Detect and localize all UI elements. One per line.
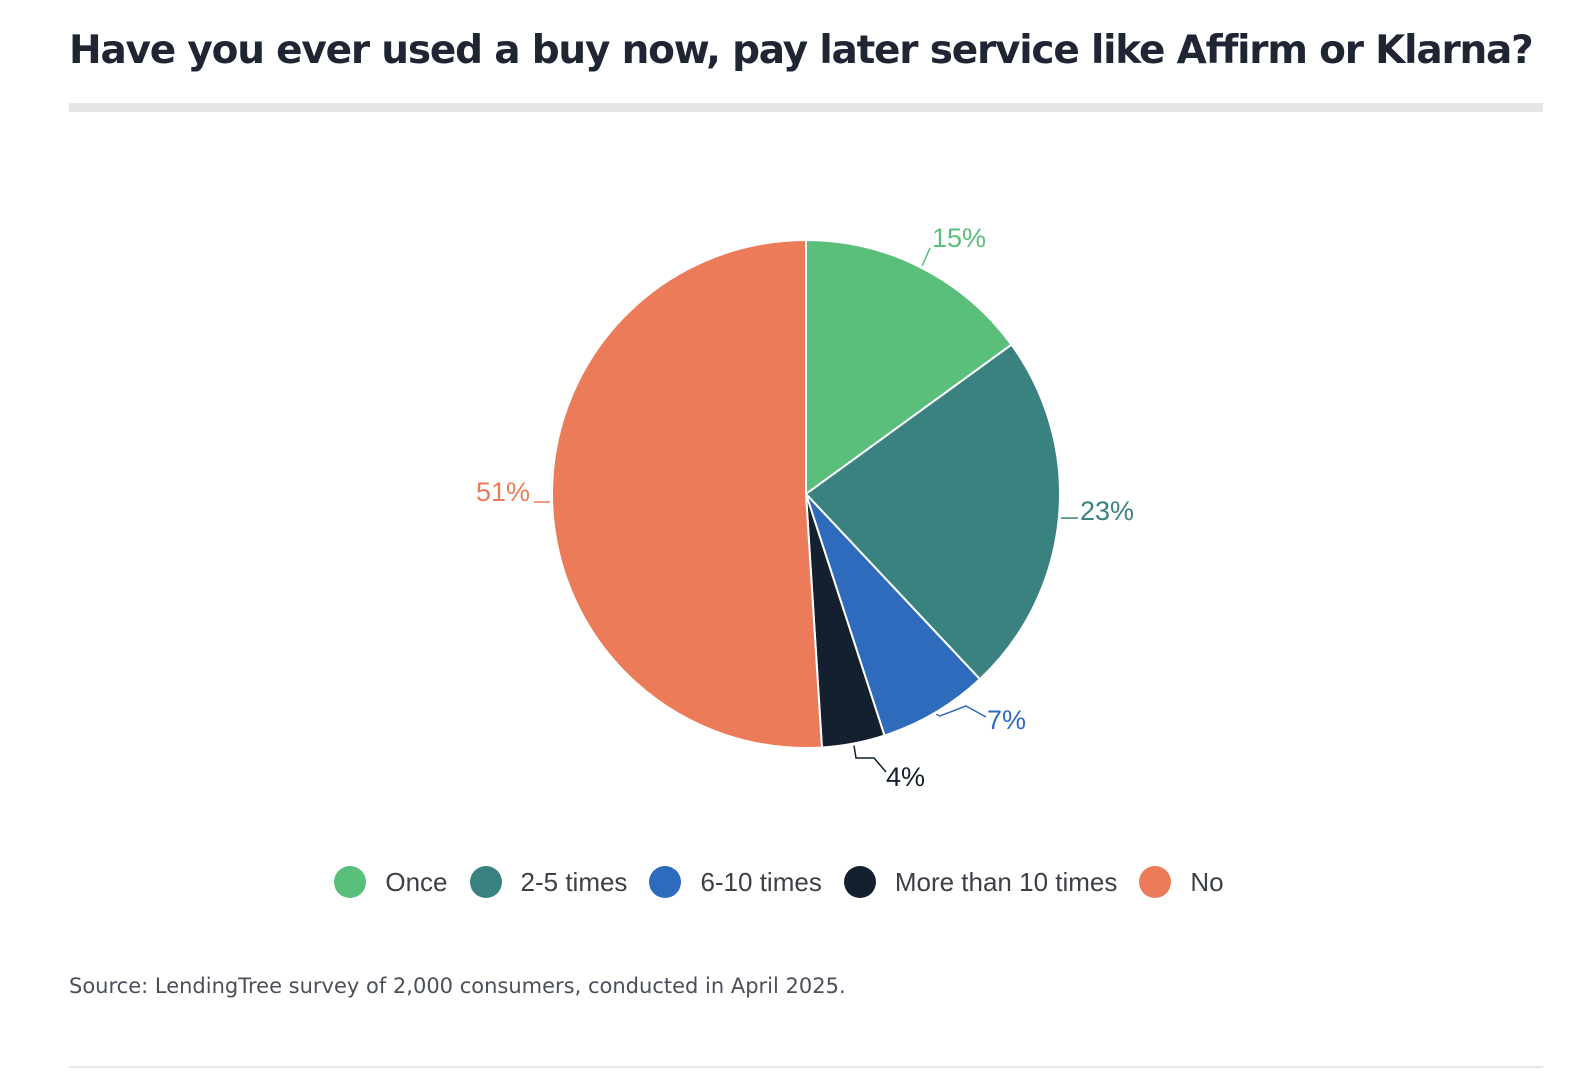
- bottom-divider: [69, 1066, 1543, 1068]
- leader-line: [936, 705, 987, 718]
- legend-item: More than 10 times: [843, 866, 1118, 898]
- pie-slice-no: [551, 239, 823, 749]
- legend-item: No: [1139, 866, 1224, 898]
- legend-swatch: [649, 866, 682, 898]
- data-label: 23%: [1080, 496, 1134, 526]
- legend-swatch: [334, 866, 367, 898]
- leader-line: [853, 745, 887, 773]
- legend-swatch: [843, 866, 876, 898]
- legend-label: No: [1190, 866, 1224, 897]
- pie-chart: 15% 23% 7% 4% 51%: [476, 223, 1134, 792]
- legend-swatch: [469, 866, 502, 898]
- chart-legend: Once 2-5 times 6-10 times More than 10 time…: [0, 860, 1574, 904]
- legend-label: More than 10 times: [894, 866, 1118, 897]
- chart-title: Have you ever used a buy now, pay later …: [69, 28, 1534, 73]
- legend-item: 6-10 times: [649, 866, 822, 898]
- data-label: 4%: [886, 762, 925, 792]
- legend-label: Once: [385, 866, 448, 897]
- data-label: 7%: [987, 705, 1026, 735]
- legend-label: 2-5 times: [520, 866, 628, 897]
- legend-swatch: [1139, 866, 1172, 898]
- data-label: 15%: [932, 223, 986, 253]
- data-label: 51%: [476, 477, 530, 507]
- pie-slice-2-5-times: [805, 343, 1061, 681]
- pie-slice-once: [805, 239, 1013, 495]
- legend-item: Once: [334, 866, 448, 898]
- legend-item: 2-5 times: [469, 866, 628, 898]
- source-note: Source: LendingTree survey of 2,000 cons…: [69, 974, 846, 998]
- leader-line: [921, 247, 931, 267]
- pie-slice-6-10-times: [805, 493, 981, 737]
- legend-label: 6-10 times: [700, 866, 822, 897]
- title-divider: [69, 103, 1543, 112]
